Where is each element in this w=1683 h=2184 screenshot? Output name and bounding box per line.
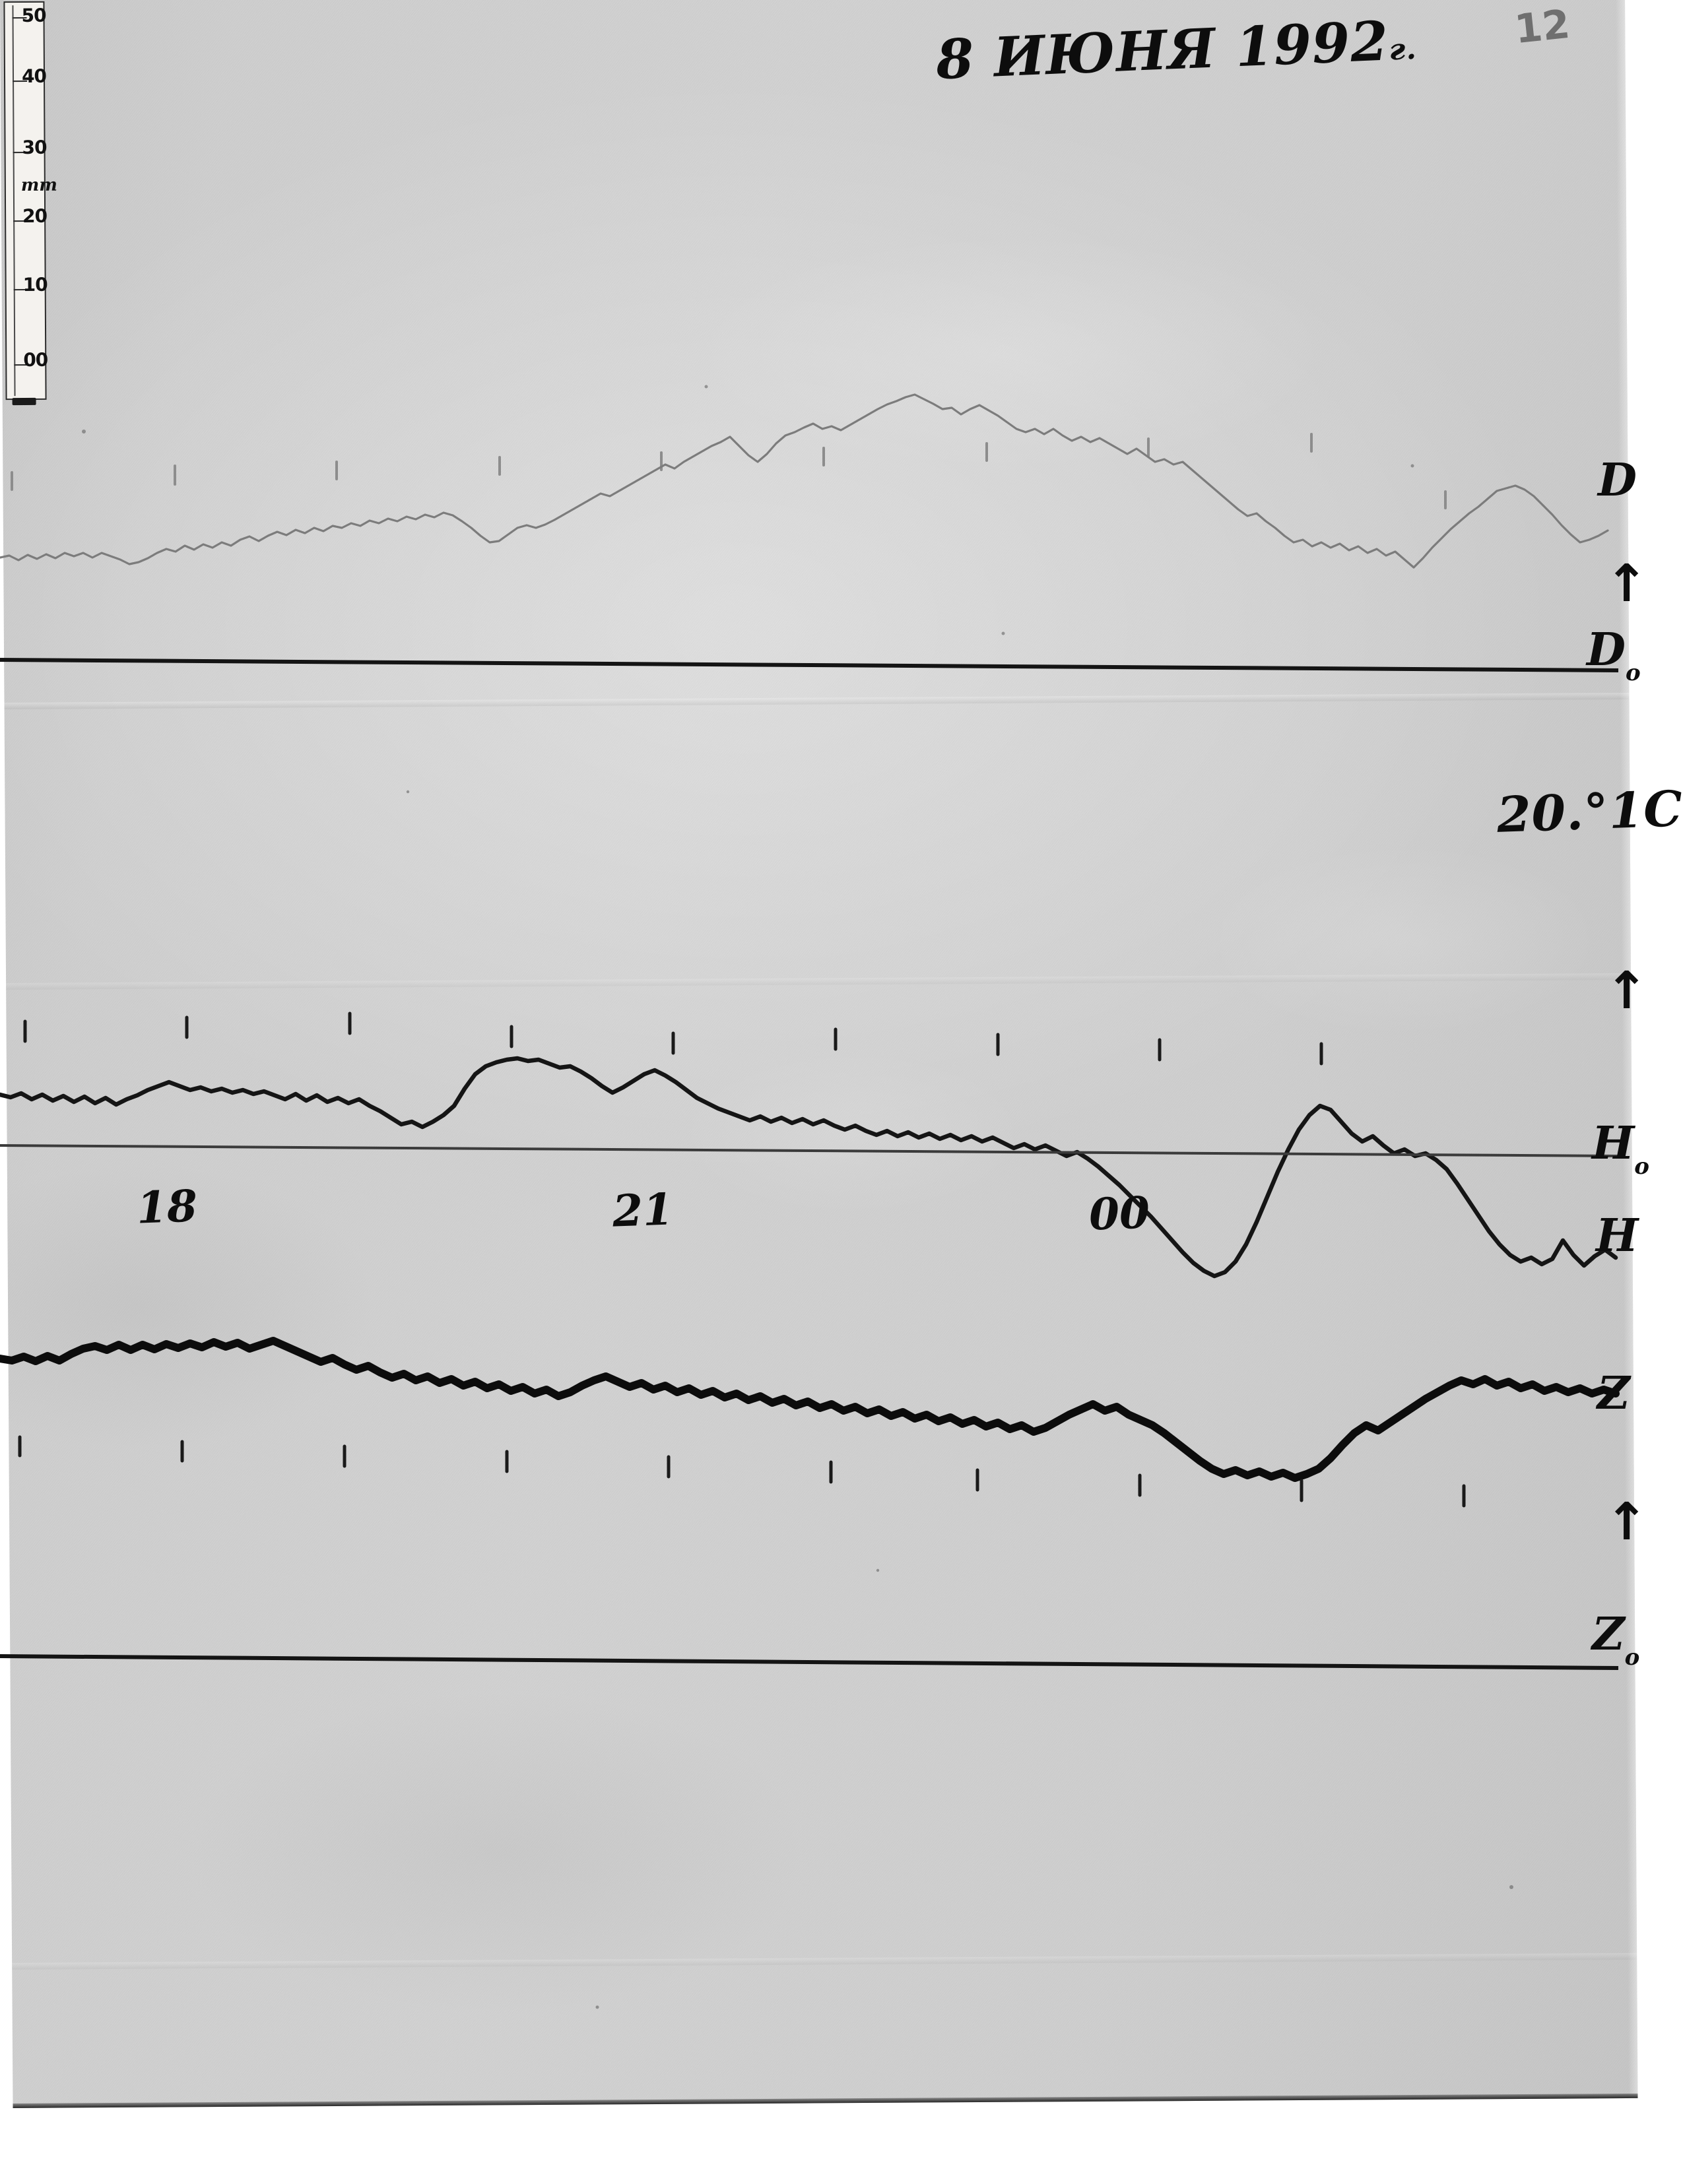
- ruler-label-00: 00: [23, 348, 48, 371]
- ruler-label-10: 10: [22, 273, 48, 296]
- sheet-bottom-edge: [13, 2093, 1638, 2108]
- baseline-label-h0: Ho: [1592, 1117, 1649, 1180]
- trace-label-d: D: [1598, 454, 1637, 507]
- mm-ruler-strip: 50 40 30 mm 20 10 00: [3, 1, 57, 406]
- trace-label-h: H: [1596, 1209, 1639, 1262]
- up-arrow-icon: ↑: [1605, 554, 1649, 614]
- time-tick-label-00: 00: [1088, 1186, 1151, 1240]
- baseline-label-h0-subscript: o: [1634, 1153, 1649, 1180]
- ruler-label-30: 30: [22, 136, 47, 159]
- ruler-foot-mark: [12, 397, 36, 406]
- paper-crease: [12, 1952, 1637, 1970]
- paper-crease: [4, 692, 1630, 709]
- ruler-spine: [12, 5, 16, 397]
- trace-label-z: Z: [1597, 1367, 1630, 1420]
- baseline-label-d0-subscript: o: [1625, 659, 1641, 686]
- sheet-right-edge: [1615, 0, 1638, 2098]
- baseline-label-d0: Do: [1587, 624, 1641, 686]
- ruler-unit-label: mm: [20, 175, 57, 196]
- temperature-annotation: 20.°1C: [1496, 781, 1683, 844]
- ruler-label-20: 20: [22, 205, 48, 228]
- time-tick-label-21: 21: [611, 1183, 675, 1237]
- page-number: 12: [1512, 1, 1572, 53]
- up-arrow-icon: ↑: [1605, 1493, 1649, 1552]
- paper-crease: [6, 973, 1632, 990]
- ruler-label-50: 50: [21, 4, 46, 27]
- time-tick-label-18: 18: [135, 1180, 199, 1234]
- paper-grain-texture: [0, 0, 1638, 2108]
- baseline-label-z0-subscript: o: [1624, 1644, 1640, 1671]
- title-date: 8 ИЮНЯ: [935, 16, 1218, 92]
- ruler-label-40: 40: [21, 65, 47, 88]
- title-year: 1992: [1234, 9, 1390, 80]
- title-suffix: г.: [1388, 32, 1418, 67]
- paper-sheet: [0, 0, 1638, 2108]
- up-arrow-icon: ↑: [1605, 961, 1649, 1021]
- baseline-label-z0: Zo: [1592, 1608, 1640, 1671]
